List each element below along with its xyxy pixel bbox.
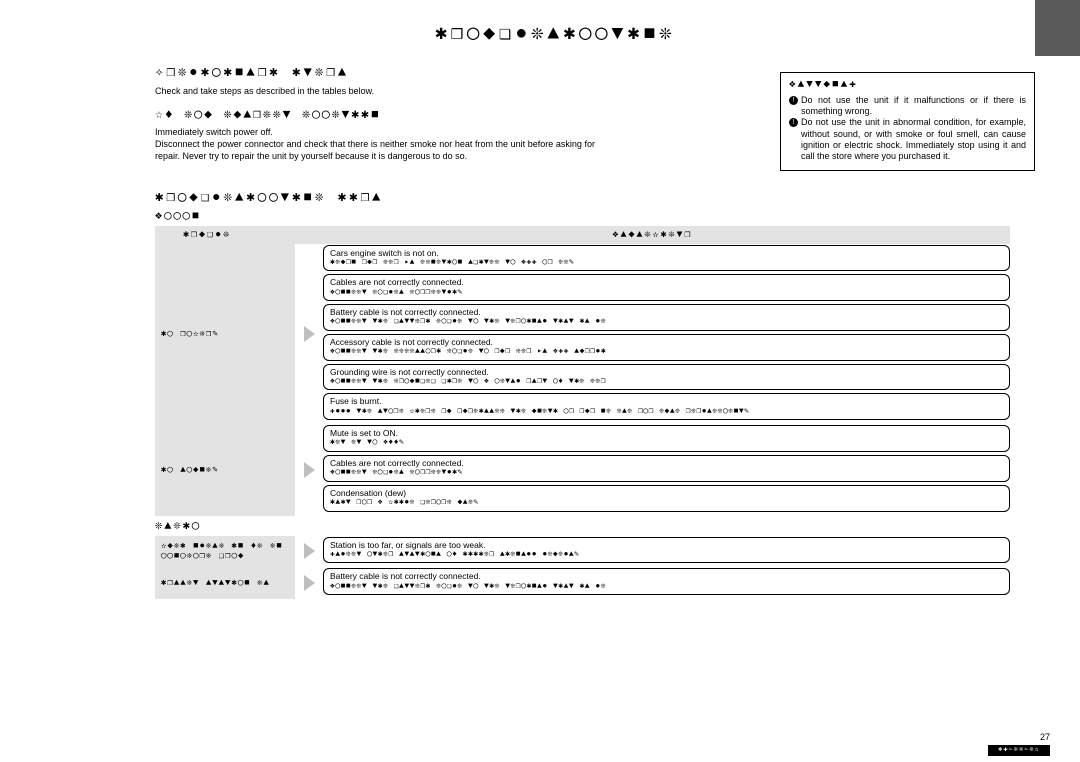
th-trouble: ✱❒◆❏●❊ (155, 229, 295, 241)
triangle-right-icon (304, 326, 315, 342)
cause-title: Condensation (dew) (330, 488, 1003, 498)
trouble-table: ✫◆❊✱ ■●❊▲❊ ✱■ ♦❊ ❊■ ◯◯■◯❊◯❒❊ ❏❒◯◆ Station… (155, 536, 1010, 600)
arrow-cell (295, 424, 323, 515)
cause-title: Cables are not correctly connected. (330, 277, 1003, 287)
caution-item: !Do not use the unit in abnormal conditi… (789, 117, 1026, 162)
cause-fix: ❖◯■■❊❊▼ ▼✱❊ ❊❒◯◆■❏❊❏ ❏✱❒❊ ▼◯ ❖ ◯❊▼▲● ❒▲❒… (330, 377, 1003, 387)
cause-fix: ❖◯■■❊❊▼ ❊◯❏●❊▲ ❊◯❒❒❊❊▼●✱✎ (330, 288, 1003, 298)
th-cause: ❖▲◆▲❊✫✱❊▼❒ (295, 229, 1010, 241)
table-row: ✱◯ ▲◯◆■❊✎ Mute is set to ON.✱❊▼ ❊▼ ▼◯ ❖♦♦… (155, 424, 1010, 515)
cause-item: Grounding wire is not correctly connecte… (323, 364, 1010, 391)
suspect-text2: Disconnect the power connector and check… (155, 138, 595, 162)
page-number: 27 (1040, 732, 1050, 742)
cause-fix: ❖◯■■❊❊▼ ▼✱❊ ❏▲▼▼❊❒✱ ❊◯❏●❊ ▼◯ ▼✱❊ ▼❊❒◯✱■▲… (330, 317, 1003, 327)
left-column: ✧❒❊●✱◯✱■▲❒✱ ✱▼❊❒▲ Check and take steps a… (155, 64, 765, 599)
trouble-cell: ✱◯ ▲◯◆■❊✎ (155, 424, 295, 515)
cause-fix: ✱❊◆❒■ ❒◆❒ ❊❊❒ ▸▲ ❊❊■❊▼✱◯■ ▲❏✱▼❊❊ ▼◯ ❖✚✚ … (330, 258, 1003, 268)
cause-cell: Cars engine switch is not on.✱❊◆❒■ ❒◆❒ ❊… (323, 244, 1010, 425)
prelim-heading: ✧❒❊●✱◯✱■▲❒✱ ✱▼❊❒▲ (155, 64, 765, 81)
suspect-text1: Immediately switch power off. (155, 126, 595, 138)
cause-title: Battery cable is not correctly connected… (330, 571, 1003, 581)
trouble-cell: ✱❒▲▲❊▼ ▲▼▲▼✱◯■ ❊▲ (155, 567, 295, 599)
caution-text: Do not use the unit if it malfunctions o… (801, 95, 1026, 118)
cause-item: Cars engine switch is not on.✱❊◆❒■ ❒◆❒ ❊… (323, 245, 1010, 272)
cause-cell: Station is too far, or signals are too w… (323, 536, 1010, 568)
trouble-cell: ✱◯ ❒◯✫❊❒✎ (155, 244, 295, 425)
cause-fix: ✱▲✱▼ ❒◯❒ ❖ ✫✱✱●❊ ❏❊❒◯❒❊ ◆▲❊✎ (330, 498, 1003, 508)
bullet-icon: ! (789, 118, 798, 127)
triangle-right-icon (304, 543, 315, 559)
cause-fix: ✚●●● ▼✱❊ ▲▼◯❒❊ ✫✱❊❒❊ ❒◆ ❒◆❒❊✱▲▲❊❊ ▼✱❊ ◆■… (330, 407, 1003, 417)
cause-cell: Battery cable is not correctly connected… (323, 567, 1010, 599)
cause-item: Cables are not correctly connected.❖◯■■❊… (323, 274, 1010, 301)
caution-box: ❖▲▼▼◆■▲✚ !Do not use the unit if it malf… (780, 72, 1035, 171)
bullet-icon: ! (789, 96, 798, 105)
cause-title: Cars engine switch is not on. (330, 248, 1003, 258)
cause-item: Battery cable is not correctly connected… (323, 568, 1010, 595)
cause-fix: ❖◯■■❊❊▼ ▼✱❊ ❊❊❊❊▲▲◯❒✱ ❊◯❏●❊ ▼◯ ❒◆❒ ❊❊❒ ▸… (330, 347, 1003, 357)
side-tab (1035, 0, 1080, 56)
cause-cell: Mute is set to ON.✱❊▼ ❊▼ ▼◯ ❖♦♦✎ Cables a… (323, 424, 1010, 515)
cause-title: Fuse is burnt. (330, 396, 1003, 406)
cause-item: Cables are not correctly connected.❖◯■■❊… (323, 455, 1010, 482)
tips-heading: ✱❒◯◆❏●❊▲✱◯◯▼✱■❊ ✱✱❒▲ (155, 189, 765, 206)
cause-title: Station is too far, or signals are too w… (330, 540, 1003, 550)
arrow-cell (295, 244, 323, 425)
table-row: ✱◯ ❒◯✫❊❒✎ Cars engine switch is not on.✱❊… (155, 244, 1010, 425)
caution-item: !Do not use the unit if it malfunctions … (789, 95, 1026, 118)
table-row: ✫◆❊✱ ■●❊▲❊ ✱■ ♦❊ ❊■ ◯◯■◯❊◯❒❊ ❏❒◯◆ Station… (155, 536, 1010, 568)
cause-title: Grounding wire is not correctly connecte… (330, 367, 1003, 377)
arrow-cell (295, 567, 323, 599)
triangle-right-icon (304, 462, 315, 478)
caution-heading: ❖▲▼▼◆■▲✚ (789, 79, 1026, 93)
trouble-cell: ✫◆❊✱ ■●❊▲❊ ✱■ ♦❊ ❊■ ◯◯■◯❊◯❒❊ ❏❒◯◆ (155, 536, 295, 568)
cause-title: Mute is set to ON. (330, 428, 1003, 438)
prelim-text: Check and take steps as described in the… (155, 85, 595, 97)
trouble-table: ✱❒◆❏●❊❖▲◆▲❊✫✱❊▼❒✱◯ ❒◯✫❊❒✎ Cars engine swi… (155, 226, 1010, 516)
cause-item: Mute is set to ON.✱❊▼ ❊▼ ▼◯ ❖♦♦✎ (323, 425, 1010, 452)
cause-fix: ✚▲●❊❊▼ ◯▼✱❊❒ ▲▼▲▼✱◯■▲ ◯♦ ✱✱✱✱❊❒ ▲✱❊■▲●● … (330, 550, 1003, 560)
cause-title: Battery cable is not correctly connected… (330, 307, 1003, 317)
triangle-right-icon (304, 575, 315, 591)
suspect-heading: ☆♦ ❊◯◆ ❊◆▲❒❊❊▼ ❊◯◯❊▼✱✱■ (155, 107, 765, 122)
page-title: ✱❒◯◆❏●❊▲✱◯◯▼✱■❊ (435, 20, 1035, 46)
arrow-cell (295, 536, 323, 568)
cause-item: Battery cable is not correctly connected… (323, 304, 1010, 331)
cause-item: Fuse is burnt.✚●●● ▼✱❊ ▲▼◯❒❊ ✫✱❊❒❊ ❒◆ ❒◆… (323, 393, 1010, 420)
section-label: ❊▲❊✱◯ (155, 518, 765, 533)
page-content: ✱❒◯◆❏●❊▲✱◯◯▼✱■❊ ❖▲▼▼◆■▲✚ !Do not use the… (155, 20, 1035, 599)
table-row: ✱❒▲▲❊▼ ▲▼▲▼✱◯■ ❊▲ Battery cable is not co… (155, 567, 1010, 599)
cause-item: Accessory cable is not correctly connect… (323, 334, 1010, 361)
cause-fix: ❖◯■■❊❊▼ ▼✱❊ ❏▲▼▼❊❒✱ ❊◯❏●❊ ▼◯ ▼✱❊ ▼❊❒◯✱■▲… (330, 582, 1003, 592)
cause-title: Cables are not correctly connected. (330, 458, 1003, 468)
caution-text: Do not use the unit in abnormal conditio… (801, 117, 1026, 162)
cause-fix: ❖◯■■❊❊▼ ❊◯❏●❊▲ ❊◯❒❒❊❊▼●✱✎ (330, 468, 1003, 478)
cause-item: Condensation (dew)✱▲✱▼ ❒◯❒ ❖ ✫✱✱●❊ ❏❊❒◯❒… (323, 485, 1010, 512)
cause-title: Accessory cable is not correctly connect… (330, 337, 1003, 347)
section-label: ❖◯◯◯■ (155, 208, 765, 223)
cause-fix: ✱❊▼ ❊▼ ▼◯ ❖♦♦✎ (330, 438, 1003, 448)
footer-code: ❖✚✁❊❊✁❊✫ (988, 745, 1050, 756)
table-header: ✱❒◆❏●❊❖▲◆▲❊✫✱❊▼❒ (155, 226, 1010, 244)
cause-item: Station is too far, or signals are too w… (323, 537, 1010, 564)
